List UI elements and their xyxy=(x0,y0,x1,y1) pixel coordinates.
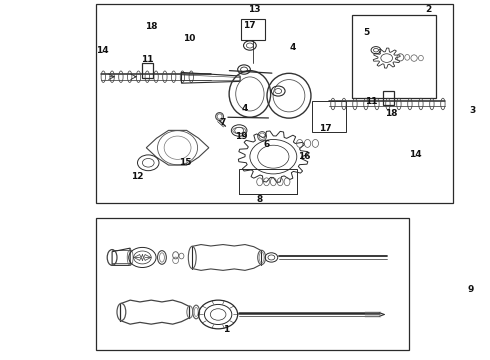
Text: 10: 10 xyxy=(183,34,195,43)
Text: 7: 7 xyxy=(220,118,226,127)
Bar xyxy=(313,101,345,132)
Text: 17: 17 xyxy=(319,123,332,132)
Text: 17: 17 xyxy=(243,21,255,30)
Text: 18: 18 xyxy=(385,109,398,118)
Text: 5: 5 xyxy=(363,28,369,37)
Text: 11: 11 xyxy=(141,55,153,64)
Text: 14: 14 xyxy=(96,46,109,55)
Text: 12: 12 xyxy=(131,172,144,181)
Text: 18: 18 xyxy=(145,22,157,31)
Bar xyxy=(143,63,153,78)
Bar xyxy=(241,19,265,40)
Text: 19: 19 xyxy=(235,132,247,141)
Text: 1: 1 xyxy=(223,325,229,334)
Bar xyxy=(96,4,453,203)
Text: 16: 16 xyxy=(298,152,311,161)
Text: 4: 4 xyxy=(242,104,248,113)
Bar xyxy=(96,218,409,350)
Bar xyxy=(239,168,297,194)
Text: 9: 9 xyxy=(467,285,474,294)
Text: 15: 15 xyxy=(179,158,192,167)
Text: 11: 11 xyxy=(365,96,377,105)
Text: 2: 2 xyxy=(425,5,431,14)
Bar xyxy=(352,15,436,98)
Text: 13: 13 xyxy=(248,5,261,14)
Bar xyxy=(383,91,393,105)
Text: 14: 14 xyxy=(409,150,421,159)
Text: 4: 4 xyxy=(290,43,296,52)
Text: 6: 6 xyxy=(264,140,270,149)
Text: 3: 3 xyxy=(469,105,475,114)
Text: 8: 8 xyxy=(257,195,263,204)
